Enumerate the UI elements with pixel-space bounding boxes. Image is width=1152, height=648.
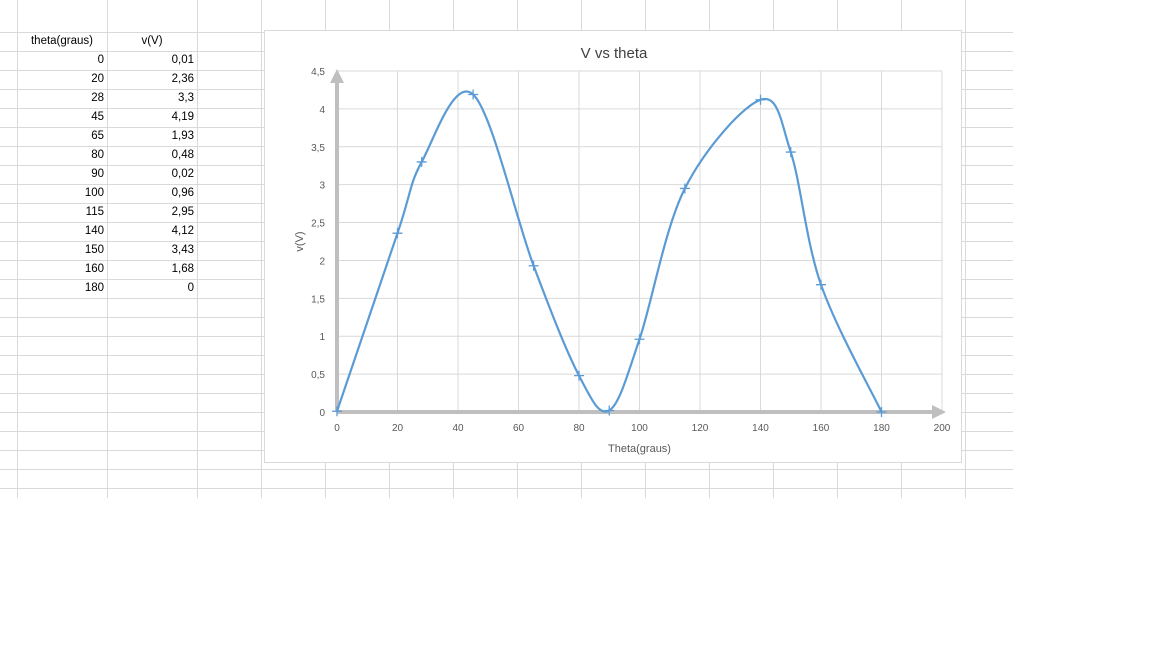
y-tick-label: 1,5 [311,294,325,305]
x-tick-label: 200 [934,423,951,434]
cell-theta[interactable]: 28 [91,92,104,104]
cell-theta[interactable]: 160 [84,263,104,275]
cell-v[interactable]: 4,19 [171,111,194,123]
x-tick-label: 120 [692,423,709,434]
cell-v[interactable]: 3,43 [171,244,194,256]
grid-col-line [197,0,198,498]
cell-v[interactable]: 0,02 [171,168,194,180]
cell-theta[interactable]: 180 [84,282,104,294]
cell-theta[interactable]: 90 [91,168,104,180]
x-tick-label: 40 [452,423,464,434]
data-point-marker [574,370,584,381]
y-tick-label: 2,5 [311,219,325,230]
y-tick-label: 3 [319,181,325,192]
x-tick-label: 80 [573,423,585,434]
series-line [335,90,883,413]
data-point-marker [468,89,479,100]
chart-svg: 0 0,5 1 1,5 2 2,5 3 3,5 4 4,5 0 20 40 60 80 100 120 140 16… [294,45,951,455]
y-tick-label: 0 [319,408,325,419]
chart[interactable]: 0 0,5 1 1,5 2 2,5 3 3,5 4 4,5 0 20 40 60 80 100 120 140 16… [264,30,962,463]
cell-v[interactable]: 2,95 [171,206,194,218]
cell-theta[interactable]: 115 [85,206,104,218]
x-tick-label: 60 [513,423,525,434]
data-point-marker [785,147,796,158]
data-point-marker [816,279,826,290]
cell-theta[interactable]: 20 [91,73,104,85]
cell-v[interactable]: 0,48 [171,149,194,161]
cell-theta[interactable]: 65 [91,130,104,142]
y-axis-label: v(V) [294,231,306,251]
data-point-marker [634,334,645,345]
cell-theta[interactable]: 0 [97,54,104,66]
grid-row-line [0,469,1013,470]
x-tick-label: 180 [873,423,890,434]
grid-col-line [17,0,18,498]
chart-title: V vs theta [581,45,648,62]
y-tick-label: 1 [319,332,325,343]
data-point-marker [332,406,342,417]
cell-theta[interactable]: 100 [84,187,104,199]
y-tick-label: 3,5 [311,143,325,154]
y-tick-label: 4 [319,105,325,116]
data-point-marker [679,183,690,194]
x-tick-label: 0 [334,423,340,434]
cell-theta[interactable]: 80 [91,149,104,161]
grid-col-line [965,0,966,498]
data-point-marker [755,94,766,105]
grid-row-line [0,488,1013,489]
cell-v[interactable]: 0 [187,282,194,294]
cell-v[interactable]: 1,68 [171,263,194,275]
x-axis-arrow [932,405,946,419]
x-tick-label: 100 [631,423,648,434]
data-point-marker [528,260,539,271]
data-point-marker [604,405,615,416]
data-point-marker [392,228,403,239]
y-tick-label: 2 [319,256,325,267]
cell-theta[interactable]: 140 [84,225,104,237]
data-point-marker [876,407,887,417]
y-tick-label: 4,5 [311,67,325,78]
cell-v[interactable]: 3,3 [178,92,194,104]
x-tick-label: 140 [752,423,769,434]
header-cell-v[interactable]: v(V) [141,35,163,47]
grid-col-line [107,0,108,498]
x-axis-label: Theta(graus) [608,443,671,455]
x-tick-label: 160 [813,423,830,434]
y-tick-label: 0,5 [311,370,325,381]
cell-v[interactable]: 0,01 [171,54,194,66]
cell-v[interactable]: 1,93 [171,130,194,142]
cell-v[interactable]: 0,96 [171,187,194,199]
cell-v[interactable]: 2,36 [171,73,194,85]
cell-theta[interactable]: 45 [91,111,104,123]
y-axis-arrow [330,69,344,83]
cell-v[interactable]: 4,12 [171,225,194,237]
header-cell-theta[interactable]: theta(graus) [30,35,93,47]
cell-theta[interactable]: 150 [84,244,104,256]
grid-col-line [261,0,262,498]
data-point-marker [416,156,427,167]
x-tick-label: 20 [392,423,404,434]
